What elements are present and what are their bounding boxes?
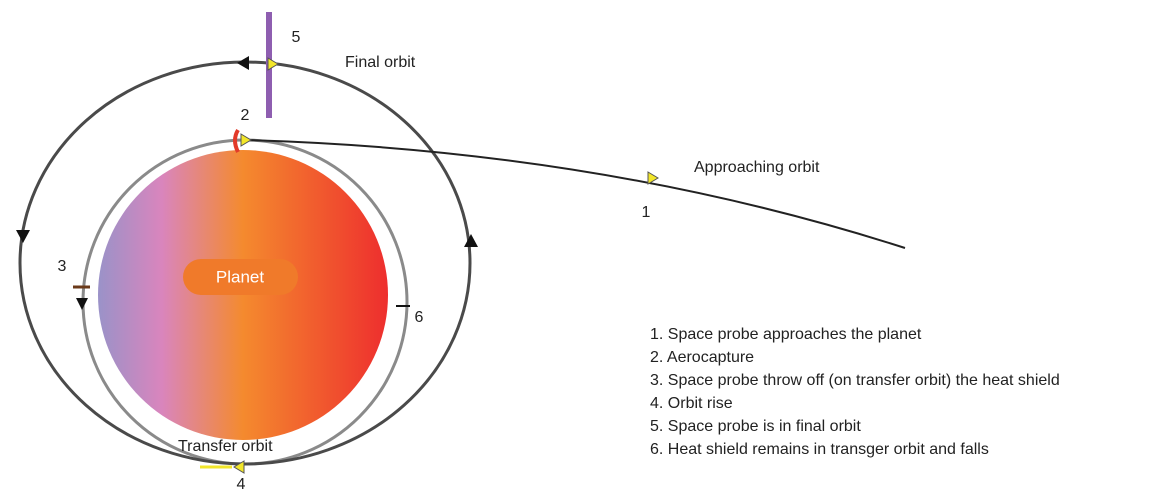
arrow: [464, 234, 478, 247]
arrows: [16, 56, 478, 310]
marker-label: 1: [642, 204, 651, 221]
legend-item: 5. Space probe is in final orbit: [650, 418, 861, 435]
probe: [647, 171, 659, 185]
legend-item: 3. Space probe throw off (on transfer or…: [650, 372, 1060, 389]
orbit-label: Final orbit: [345, 54, 416, 71]
orbit-label: Approaching orbit: [694, 159, 820, 176]
arrow: [16, 230, 30, 243]
probes: [233, 57, 659, 474]
legend-item: 4. Orbit rise: [650, 395, 733, 412]
planet-label: Planet: [216, 267, 264, 286]
arrow: [76, 298, 88, 310]
planet-label-box: [183, 259, 298, 295]
legend: 1. Space probe approaches the planet 2. A…: [650, 326, 1060, 458]
probe: [267, 57, 279, 71]
legend-item: 2. Aerocapture: [650, 349, 754, 366]
marker-label: 2: [241, 107, 250, 124]
heat-shield: [233, 128, 240, 153]
marker-label: 6: [415, 309, 424, 326]
marker-label: 3: [58, 258, 67, 275]
orbit-label: Transfer orbit: [178, 438, 273, 455]
marker-label: 4: [237, 476, 246, 493]
probe: [240, 133, 252, 147]
marker-label: 5: [292, 29, 301, 46]
legend-item: 1. Space probe approaches the planet: [650, 326, 922, 343]
legend-item: 6. Heat shield remains in transger orbit…: [650, 441, 989, 458]
probe: [233, 460, 245, 474]
arrow: [237, 56, 249, 70]
approaching-orbit: [244, 139, 906, 249]
